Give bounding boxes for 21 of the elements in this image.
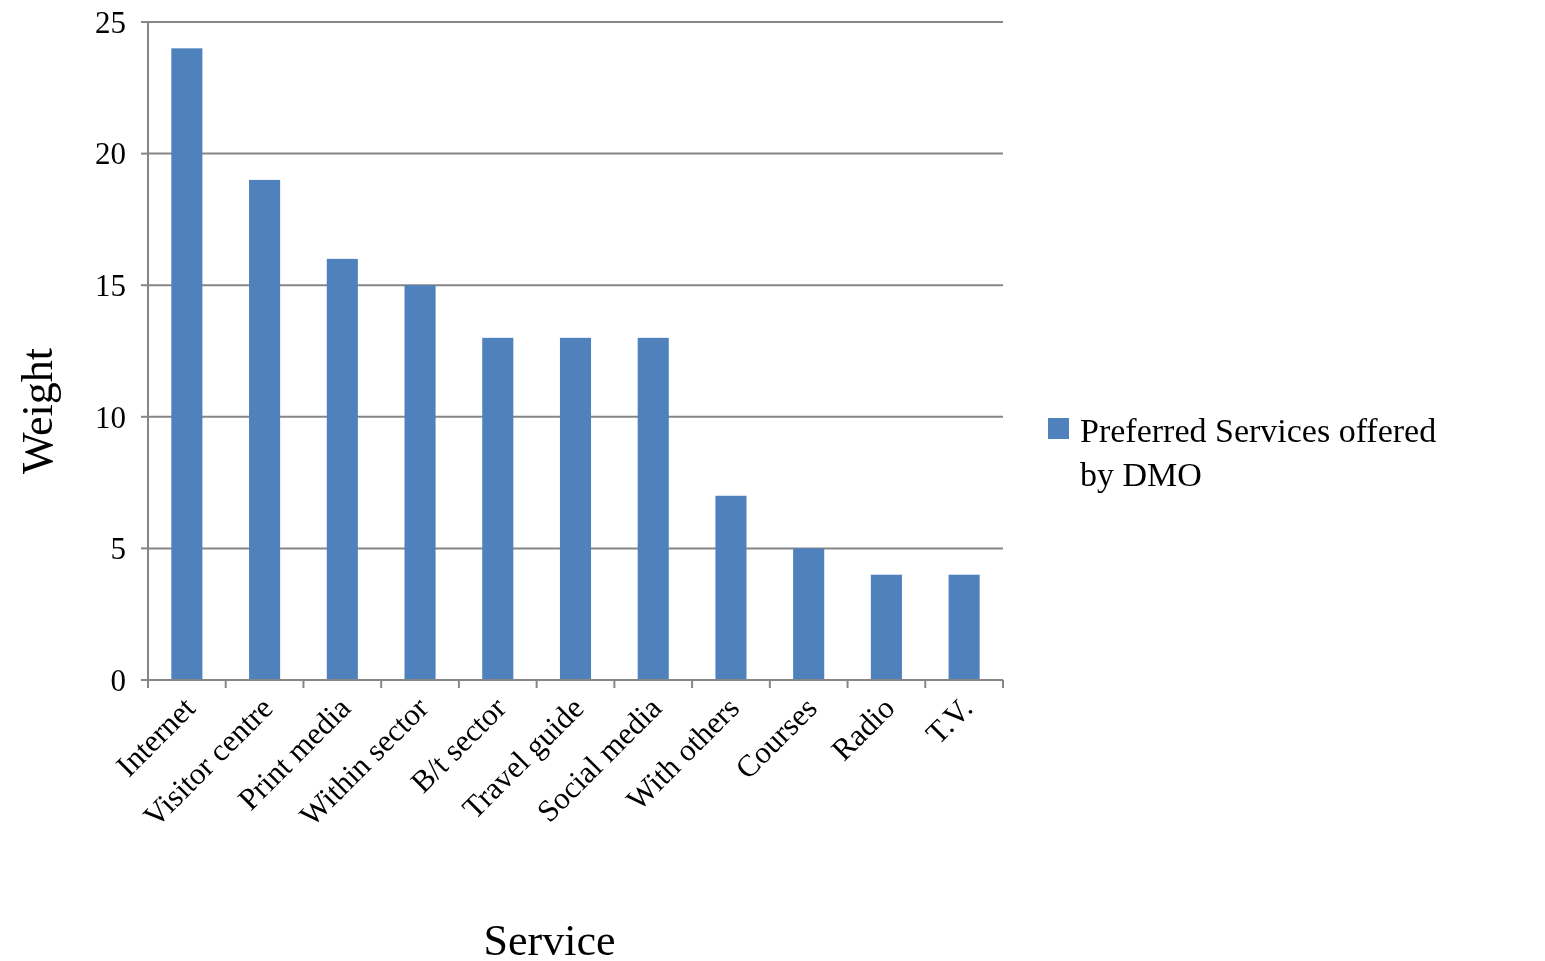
x-tick-label: T.V. [918, 690, 980, 751]
bar [326, 258, 358, 680]
bar [948, 574, 980, 680]
bar [559, 337, 592, 680]
y-tick-label: 25 [95, 4, 126, 40]
bar [793, 548, 825, 680]
bar [482, 337, 514, 680]
y-tick-label: 10 [95, 399, 126, 435]
y-axis-title: Weight [13, 348, 62, 474]
bar [870, 574, 902, 680]
bar [715, 495, 747, 680]
bar [637, 337, 669, 680]
y-tick-label: 15 [95, 268, 126, 304]
x-axis-title: Service [483, 916, 616, 961]
bar [404, 285, 436, 680]
bar [249, 179, 281, 680]
y-tick-label: 0 [110, 662, 126, 698]
y-tick-label: 5 [110, 531, 126, 567]
legend-label: Preferred Services offered by DMO [1080, 411, 1437, 494]
bar [171, 48, 203, 680]
y-tick-label: 20 [95, 136, 126, 172]
